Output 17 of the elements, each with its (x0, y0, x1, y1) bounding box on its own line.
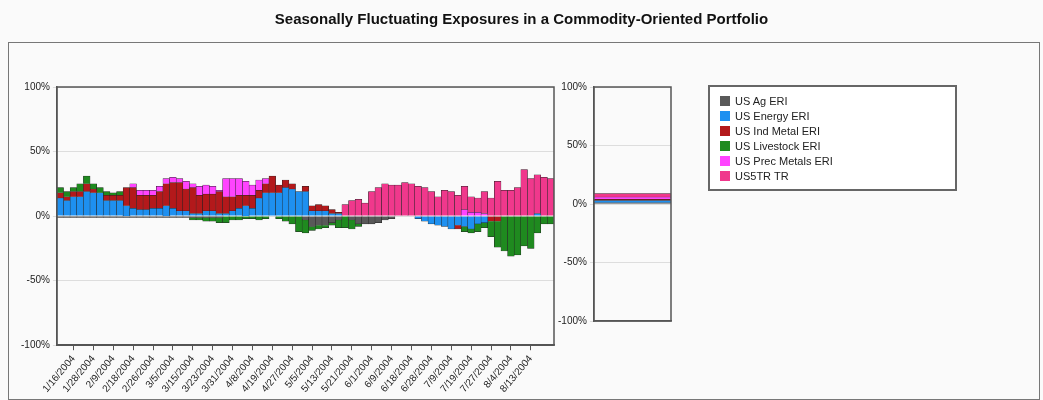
legend-label: US5TR TR (735, 169, 789, 182)
y-tick-label: 0% (572, 197, 588, 209)
legend-label: US Energy ERI (735, 109, 810, 122)
y-tick-label: 0% (35, 209, 51, 221)
legend-label: US Ind Metal ERI (735, 124, 820, 137)
legend-label: US Livestock ERI (735, 139, 821, 152)
y-tick-label: -100% (558, 314, 588, 326)
y-tick-label: -50% (563, 256, 587, 268)
y-tick-label: 100% (24, 80, 51, 92)
y-tick-label: 50% (29, 145, 51, 157)
chart-title: Seasonally Fluctuating Exposures in a Commodity-Oriented Portfolio (273, 10, 770, 27)
y-tick-label: -50% (26, 274, 50, 286)
y-tick-label: -100% (21, 338, 51, 350)
y-tick-label: 50% (566, 139, 588, 151)
legend-label: US Prec Metals ERI (735, 154, 833, 167)
y-tick-label: 100% (561, 80, 588, 92)
legend-label: US Ag ERI (735, 94, 788, 107)
